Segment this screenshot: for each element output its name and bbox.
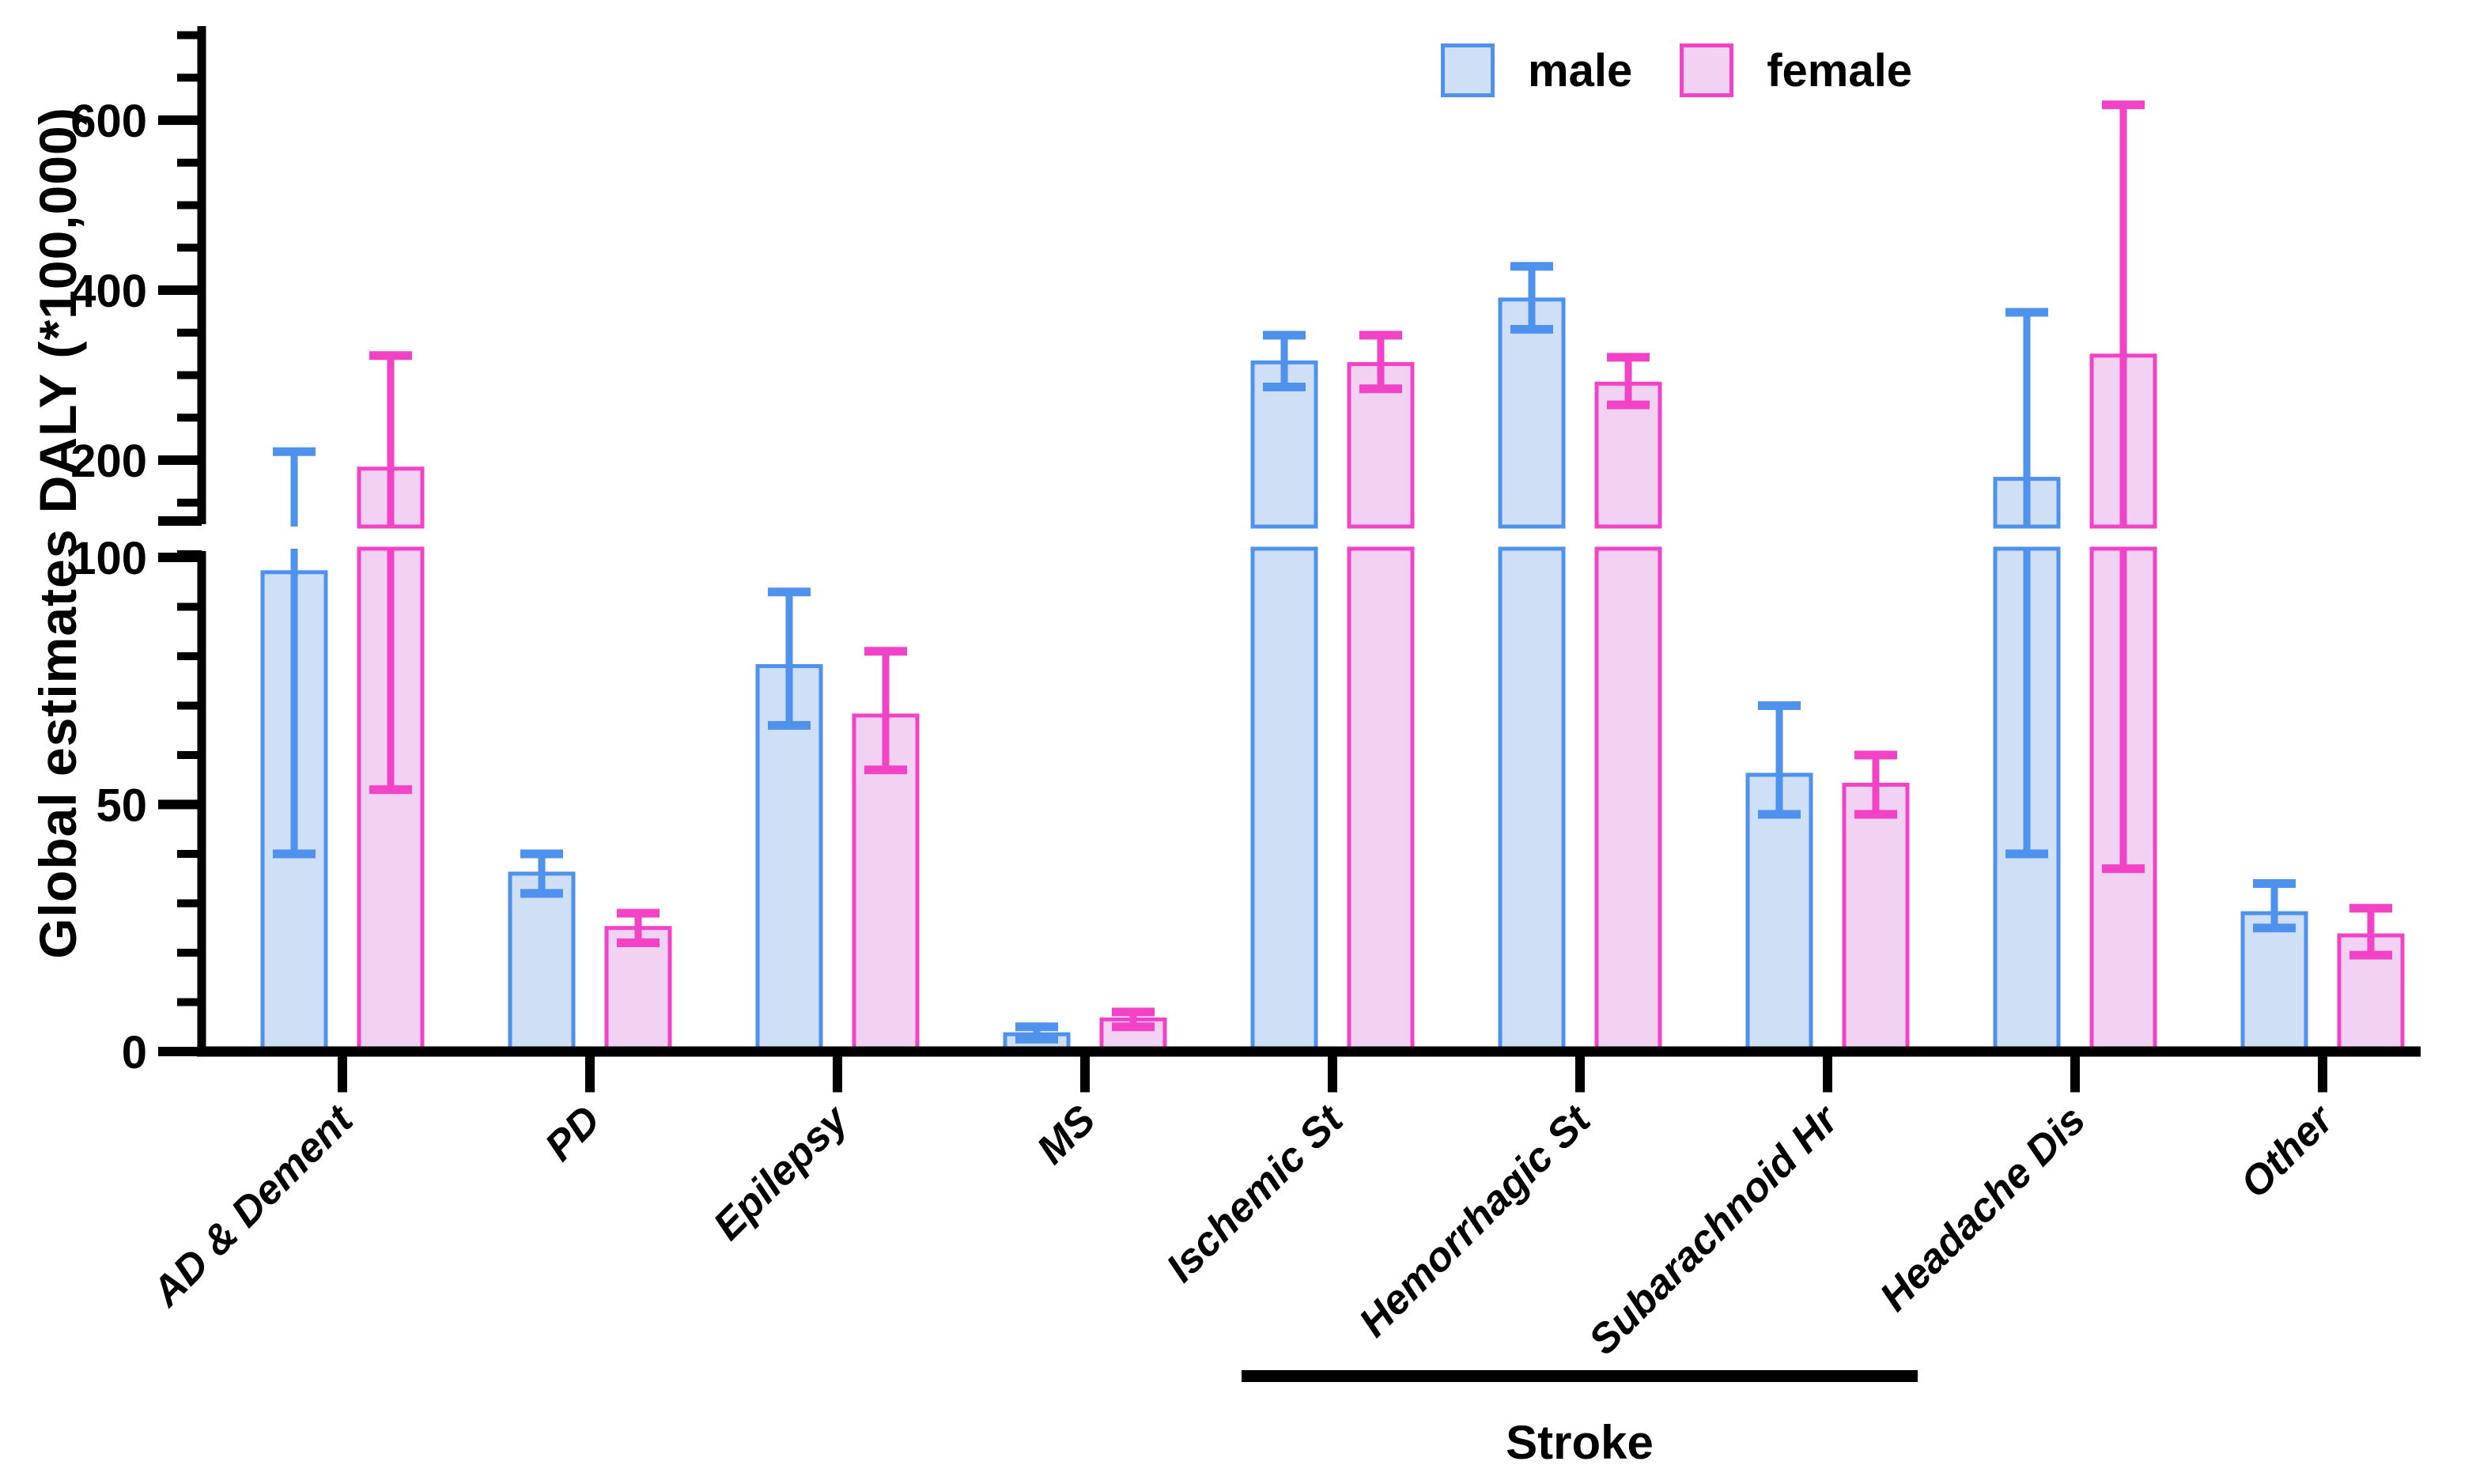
x-category-label-epilepsy: Epilepsy bbox=[705, 1095, 858, 1248]
bar-male-other bbox=[2240, 911, 2308, 1054]
x-category-label-other: Other bbox=[2232, 1096, 2343, 1207]
legend: male female bbox=[1441, 43, 1912, 97]
x-category-label-subarachnoid-hr: Subarachnoid Hr bbox=[1580, 1096, 1848, 1364]
bar-female-subarachnoid-hr bbox=[1842, 783, 1910, 1054]
y-tick-label-0: 0 bbox=[122, 1027, 147, 1078]
bar-male-hemorrhagic-st-lower bbox=[1498, 546, 1566, 1054]
y-tick-label-600: 600 bbox=[70, 96, 147, 147]
male-swatch-icon bbox=[1441, 43, 1495, 97]
legend-female-label: female bbox=[1767, 44, 1912, 96]
legend-item-female: female bbox=[1680, 43, 1912, 97]
x-category-label-pd: PD bbox=[536, 1097, 609, 1169]
x-category-label-ad-dement: AD & Dement bbox=[142, 1096, 363, 1316]
y-tick-label-200: 200 bbox=[70, 436, 147, 487]
y-tick-label-50: 50 bbox=[96, 780, 147, 831]
bar-female-hemorrhagic-st-lower bbox=[1594, 546, 1662, 1054]
y-tick-label-100: 100 bbox=[70, 533, 147, 584]
bar-male-subarachnoid-hr bbox=[1745, 772, 1813, 1054]
legend-item-male: male bbox=[1441, 43, 1632, 97]
bar-male-ischemic-st-lower bbox=[1250, 546, 1318, 1054]
x-category-label-ms: MS bbox=[1028, 1097, 1104, 1172]
bar-male-epilepsy bbox=[755, 664, 823, 1054]
y-tick-label-400: 400 bbox=[70, 266, 147, 317]
legend-male-label: male bbox=[1528, 44, 1633, 96]
bar-male-pd bbox=[508, 871, 576, 1054]
bar-male-hemorrhagic-st-upper bbox=[1498, 297, 1566, 529]
stroke-group-label: Stroke bbox=[1506, 1416, 1654, 1469]
y-axis-title: Global estimates DALY (*100,000) bbox=[28, 107, 87, 959]
x-category-label-headache-dis: Headache Dis bbox=[1871, 1097, 2094, 1320]
x-category-label-ischemic-st: Ischemic St bbox=[1158, 1096, 1353, 1291]
bar-female-ischemic-st-lower bbox=[1347, 546, 1415, 1054]
female-swatch-icon bbox=[1680, 43, 1734, 97]
x-category-label-hemorrhagic-st: Hemorrhagic St bbox=[1351, 1096, 1601, 1346]
stroke-group-bracket bbox=[1242, 1370, 1918, 1382]
